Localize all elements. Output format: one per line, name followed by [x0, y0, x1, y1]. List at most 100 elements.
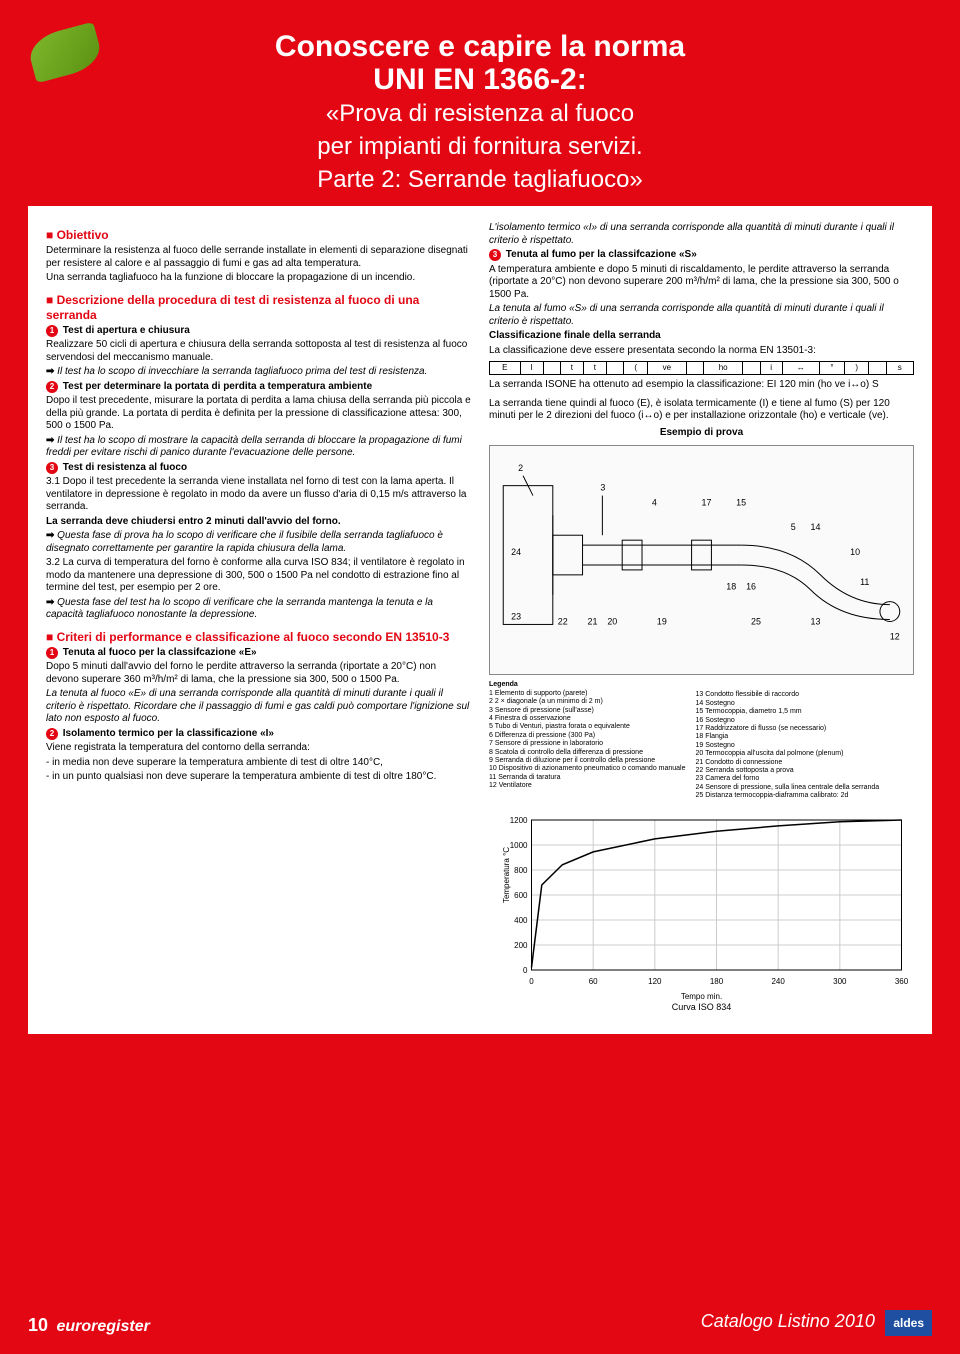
- bullet-c2-icon: 2: [46, 728, 58, 740]
- c2-p1: Viene registrata la temperatura del cont…: [46, 742, 471, 755]
- left-column: Obiettivo Determinare la resistenza al f…: [46, 220, 471, 1013]
- legenda-item: 1 Elemento di supporto (parete): [489, 690, 686, 698]
- page-header: Conoscere e capire la norma UNI EN 1366-…: [0, 0, 960, 206]
- b3-note2: Questa fase del test ha lo scopo di veri…: [46, 597, 471, 622]
- svg-text:2: 2: [518, 463, 523, 473]
- cls-p3: La serranda tiene quindi al fuoco (E), è…: [489, 398, 914, 423]
- test-diagram: 2 3 4 17 15 11 12 24 23 22 21 20 19 25 1…: [489, 445, 914, 675]
- cls-cell: ho: [703, 362, 743, 375]
- title-line2: UNI EN 1366-2:: [20, 63, 940, 96]
- b3: 3 Test di resistenza al fuoco: [46, 462, 471, 475]
- svg-text:400: 400: [514, 916, 528, 925]
- legenda-item: 10 Dispositivo di azionamento pneumatico…: [489, 765, 686, 773]
- svg-text:1200: 1200: [510, 816, 528, 825]
- r3-note: La tenuta al fumo «S» di una serranda co…: [489, 303, 914, 328]
- bullet-2-icon: 2: [46, 381, 58, 393]
- svg-text:12: 12: [890, 632, 900, 642]
- legenda-title: Legenda: [489, 681, 518, 688]
- right-column: L'isolamento termico «I» di una serranda…: [489, 220, 914, 1013]
- legenda-item: 24 Sensore di pressione, sulla linea cen…: [696, 784, 880, 792]
- svg-text:0: 0: [523, 966, 528, 975]
- cls-cell: I: [520, 362, 543, 375]
- bullet-c1-icon: 1: [46, 647, 58, 659]
- iso-834-chart: Temperatura °C 0200400600800100012000601…: [489, 810, 914, 990]
- legenda-item: 12 Ventilatore: [489, 782, 686, 790]
- sec-criteri-title: Criteri di performance e classificazione…: [46, 630, 471, 645]
- cls-title: Classificazione finale della serranda: [489, 330, 914, 343]
- cls-cell: [869, 362, 886, 375]
- b1-title: Test di apertura e chiusura: [63, 325, 190, 336]
- b3-p2: 3.2 La curva di temperatura del forno è …: [46, 557, 471, 595]
- bullet-3-icon: 3: [46, 462, 58, 474]
- cls-cell: [543, 362, 560, 375]
- cls-cell: i: [760, 362, 782, 375]
- svg-text:22: 22: [558, 617, 568, 627]
- bullet-r3-icon: 3: [489, 249, 501, 261]
- c1-title: Tenuta al fuoco per la classifcazione «E…: [63, 647, 257, 658]
- b3-p1: 3.1 Dopo il test precedente la serranda …: [46, 476, 471, 514]
- legenda-item: 11 Serranda di taratura: [489, 774, 686, 782]
- legenda-item: 4 Finestra di osservazione: [489, 715, 686, 723]
- b3-p1b: La serranda deve chiudersi entro 2 minut…: [46, 516, 471, 529]
- svg-text:14: 14: [811, 523, 821, 533]
- legenda-item: 8 Scatola di controllo della differenza …: [489, 749, 686, 757]
- legenda-item: 15 Termocoppia, diametro 1,5 mm: [696, 708, 880, 716]
- svg-text:24: 24: [511, 547, 521, 557]
- svg-text:360: 360: [895, 977, 909, 986]
- c1-note: La tenuta al fuoco «E» di una serranda c…: [46, 688, 471, 726]
- cls-cell: E: [490, 362, 521, 375]
- svg-text:18: 18: [726, 582, 736, 592]
- svg-text:15: 15: [736, 498, 746, 508]
- legenda-item: 22 Serranda sottoposta a prova: [696, 767, 880, 775]
- diagram-title: Esempio di prova: [489, 427, 914, 440]
- svg-text:600: 600: [514, 891, 528, 900]
- chart-ylabel: Temperatura °C: [502, 847, 512, 903]
- legenda-item: 13 Condotto flessibile di raccordo: [696, 691, 880, 699]
- legenda-item: 20 Termocoppia all'uscita dal polmone (p…: [696, 750, 880, 758]
- cls-cell: (: [624, 362, 648, 375]
- chart-curve-label: Curva ISO 834: [489, 1002, 914, 1013]
- legenda-item: 25 Distanza termocoppia-diaframma calibr…: [696, 792, 880, 800]
- right-intro: L'isolamento termico «I» di una serranda…: [489, 222, 914, 247]
- legenda-item: 14 Sostegno: [696, 700, 880, 708]
- cls-cell: °: [819, 362, 844, 375]
- cls-cell: t: [583, 362, 606, 375]
- cls-cell: s: [886, 362, 913, 375]
- c1-p1: Dopo 5 minuti dall'avvio del forno le pe…: [46, 661, 471, 686]
- b1: 1 Test di apertura e chiusura: [46, 325, 471, 338]
- svg-text:11: 11: [860, 577, 869, 587]
- page-footer: 10 euroregister Catalogo Listino 2010 al…: [28, 1310, 932, 1336]
- c1: 1 Tenuta al fuoco per la classifcazione …: [46, 647, 471, 660]
- c2-title: Isolamento termico per la classificazion…: [63, 728, 274, 739]
- svg-text:23: 23: [511, 612, 521, 622]
- legenda-item: 17 Raddrizzatore di flusso (se necessari…: [696, 725, 880, 733]
- title-line1: Conoscere e capire la norma: [20, 30, 940, 63]
- sec1-p2: Una serranda tagliafuoco ha la funzione …: [46, 272, 471, 285]
- svg-text:17: 17: [702, 498, 712, 508]
- iso-chart-wrap: Temperatura °C 0200400600800100012000601…: [489, 810, 914, 1013]
- bullet-1-icon: 1: [46, 325, 58, 337]
- footer-right: Catalogo Listino 2010 aldes: [701, 1310, 932, 1336]
- sec1-p1: Determinare la resistenza al fuoco delle…: [46, 245, 471, 270]
- legenda: Legenda 1 Elemento di supporto (parete)2…: [489, 681, 914, 800]
- r3-title: Tenuta al fumo per la classifcazione «S»: [506, 249, 697, 260]
- svg-text:240: 240: [771, 977, 785, 986]
- svg-text:25: 25: [751, 617, 761, 627]
- b2-note: Il test ha lo scopo di mostrare la capac…: [46, 435, 471, 460]
- legenda-item: 18 Flangia: [696, 733, 880, 741]
- svg-text:5: 5: [791, 523, 796, 533]
- svg-text:19: 19: [657, 617, 667, 627]
- svg-text:120: 120: [648, 977, 662, 986]
- c2: 2 Isolamento termico per la classificazi…: [46, 728, 471, 741]
- catalog-label: Catalogo Listino 2010: [701, 1311, 875, 1331]
- svg-text:10: 10: [850, 547, 860, 557]
- legenda-item: 2 2 × diagonale (a un minimo di 2 m): [489, 698, 686, 706]
- sec-obiettivo-title: Obiettivo: [46, 228, 471, 243]
- legenda-item: 3 Sensore di pressione (sull'asse): [489, 707, 686, 715]
- svg-text:21: 21: [588, 617, 598, 627]
- cls-cell: t: [560, 362, 583, 375]
- r3: 3 Tenuta al fumo per la classifcazione «…: [489, 249, 914, 262]
- svg-text:4: 4: [652, 498, 657, 508]
- svg-text:60: 60: [589, 977, 598, 986]
- cls-p2: La serranda ISONE ha ottenuto ad esempio…: [489, 379, 914, 392]
